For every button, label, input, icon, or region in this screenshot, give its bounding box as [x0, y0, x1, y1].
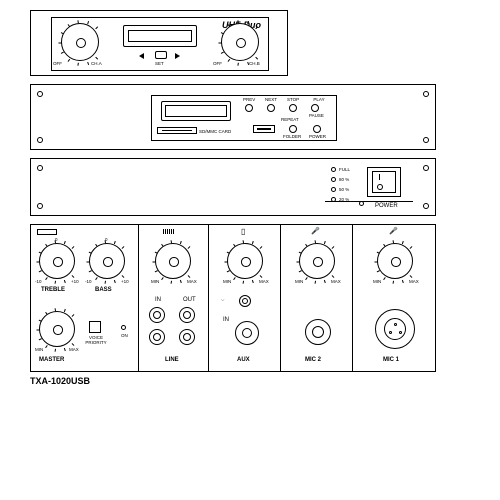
voice-priority-label: VOICE PRIORITY: [81, 335, 111, 345]
line-section: MIN MAX IN OUT LINE: [139, 225, 209, 371]
led-80: [331, 177, 336, 182]
treble-p10: +10: [71, 279, 79, 284]
aux-label: AUX: [237, 357, 250, 363]
treble-knob[interactable]: [39, 243, 75, 279]
power-module: FULL 80 % 50 % 20 % POWER: [30, 158, 436, 216]
aux-section: ▯ MIN MAX ⌵ IN AUX: [209, 225, 281, 371]
uhf-off-a: OFF: [53, 61, 62, 66]
power-switch[interactable]: [367, 167, 401, 197]
line-out-label: OUT: [183, 297, 196, 303]
repeat-label: REPEAT: [281, 117, 299, 122]
led-full: [331, 167, 336, 172]
line-header: [163, 229, 185, 234]
uhf-module: UHF-Duo OFF CH.A OFF CH.B SET: [30, 10, 288, 76]
bass-p10: +10: [121, 279, 129, 284]
uhf-ch-b: CH.B: [249, 61, 260, 66]
uhf-display: [123, 25, 197, 47]
line-label: LINE: [165, 357, 179, 363]
play-label: PLAY: [309, 97, 329, 102]
led-full-label: FULL: [339, 167, 350, 172]
pause-label: PAUSE: [309, 113, 324, 118]
master-label: MASTER: [39, 357, 64, 363]
usb-port[interactable]: [253, 125, 275, 133]
model-number: TXA-1020USB: [30, 376, 470, 386]
master-knob[interactable]: [39, 311, 75, 347]
bt-icon: ⌵: [221, 297, 224, 302]
rca-out-l[interactable]: [179, 307, 195, 323]
mic1-xlr[interactable]: [375, 309, 415, 349]
power-switch-label: POWER: [375, 203, 398, 209]
tone-section: -10 0 +10 TREBLE -10 0 +10 BASS MIN MAX …: [31, 225, 139, 371]
mic1-max: MAX: [409, 279, 419, 284]
led-50: [331, 187, 336, 192]
master-min: MIN: [35, 347, 43, 352]
prev-label: PREV: [243, 97, 255, 102]
rca-out-r[interactable]: [179, 329, 195, 345]
mic2-label: MIC 2: [305, 357, 321, 363]
rca-in-r[interactable]: [149, 329, 165, 345]
aux-icon: ▯: [241, 227, 245, 236]
player-module: PREV NEXT STOP PLAY PAUSE REPEAT FOLDER …: [30, 84, 436, 150]
aux-in-label: IN: [223, 317, 229, 323]
aux-minijack[interactable]: [239, 295, 251, 307]
treble-label: TREBLE: [41, 287, 65, 293]
aux-trs[interactable]: [235, 321, 259, 345]
player-display: [161, 101, 231, 121]
bass-m10: -10: [85, 279, 92, 284]
mic1-knob[interactable]: [377, 243, 413, 279]
uhf-knob-a[interactable]: [61, 23, 99, 61]
bass-0: 0: [105, 237, 108, 242]
mixer-panel: -10 0 +10 TREBLE -10 0 +10 BASS MIN MAX …: [30, 224, 436, 372]
uhf-off-b: OFF: [213, 61, 222, 66]
bass-label: BASS: [95, 287, 112, 293]
mic2-min: MIN: [295, 279, 303, 284]
mic1-icon: 🎤: [389, 227, 398, 235]
on-led: [121, 325, 126, 330]
led-50-label: 50 %: [339, 187, 349, 192]
power-label: POWER: [309, 134, 326, 139]
folder-label: FOLDER: [283, 134, 301, 139]
rca-in-l[interactable]: [149, 307, 165, 323]
uhf-set-button[interactable]: [155, 51, 167, 59]
line-knob[interactable]: [155, 243, 191, 279]
mic2-section: 🎤 MIN MAX MIC 2: [281, 225, 353, 371]
next-button[interactable]: [267, 104, 275, 112]
line-in-label: IN: [155, 297, 161, 303]
aux-knob[interactable]: [227, 243, 263, 279]
next-label: NEXT: [265, 97, 277, 102]
sd-slot[interactable]: [157, 127, 197, 134]
master-max: MAX: [69, 347, 79, 352]
prev-button[interactable]: [245, 104, 253, 112]
line-max: MAX: [187, 279, 197, 284]
uhf-knob-b[interactable]: [221, 23, 259, 61]
mic2-icon: 🎤: [311, 227, 320, 235]
on-label: ON: [121, 333, 128, 338]
line-min: MIN: [151, 279, 159, 284]
voice-priority-box[interactable]: [89, 321, 101, 333]
bass-knob[interactable]: [89, 243, 125, 279]
aux-max: MAX: [259, 279, 269, 284]
header-strip: [37, 229, 57, 235]
mic1-label: MIC 1: [383, 357, 399, 363]
mic1-min: MIN: [373, 279, 381, 284]
mic2-max: MAX: [331, 279, 341, 284]
uhf-tri-left[interactable]: [139, 53, 144, 59]
mic2-trs[interactable]: [305, 319, 331, 345]
sd-label: SD/MMC CARD: [199, 129, 231, 134]
aux-min: MIN: [223, 279, 231, 284]
uhf-set-label: SET: [155, 61, 164, 66]
uhf-ch-a: CH.A: [91, 61, 102, 66]
play-button[interactable]: [311, 104, 319, 112]
treble-m10: -10: [35, 279, 42, 284]
stop-label: STOP: [287, 97, 299, 102]
power-button[interactable]: [313, 125, 321, 133]
mic1-section: 🎤 MIN MAX MIC 1: [353, 225, 437, 371]
led-80-label: 80 %: [339, 177, 349, 182]
folder-button[interactable]: [289, 125, 297, 133]
uhf-tri-right[interactable]: [175, 53, 180, 59]
treble-0: 0: [55, 237, 58, 242]
mic2-knob[interactable]: [299, 243, 335, 279]
stop-button[interactable]: [289, 104, 297, 112]
